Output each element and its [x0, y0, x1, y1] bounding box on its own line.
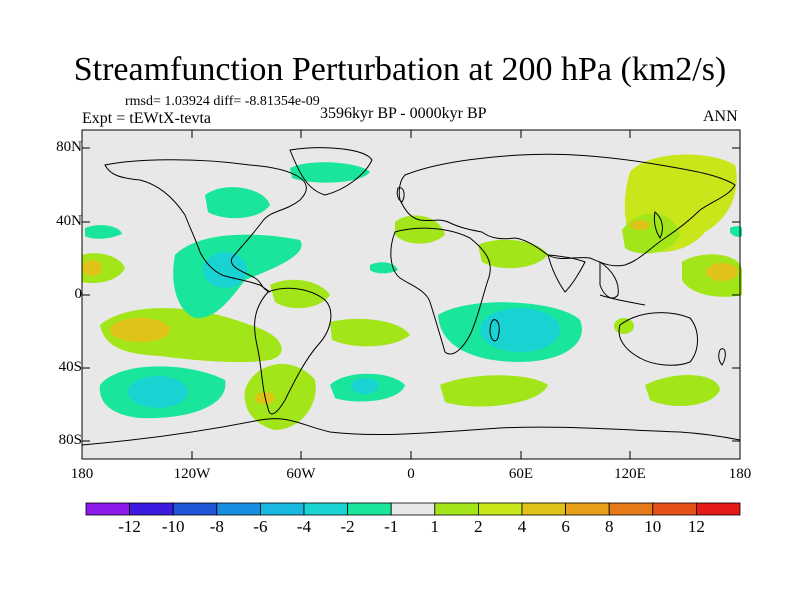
field-atlantic-pos [270, 279, 330, 309]
colorbar-box [608, 502, 654, 516]
field-s-pacific-neg-core [128, 376, 188, 408]
colorbar-box [521, 502, 566, 516]
field-caribbean-core [203, 252, 247, 288]
y-label-eq: 0 [74, 286, 83, 302]
coast-south-america [254, 287, 332, 415]
period-label: 3596kyr BP - 0000kyr BP [320, 105, 487, 122]
contour-fields [82, 154, 742, 430]
colorbar-label: 10 [644, 517, 662, 536]
colorbar-label: -12 [118, 517, 141, 536]
y-label-80s: 80S [58, 432, 82, 448]
colorbar-box [259, 502, 305, 516]
colorbar-label: 1 [430, 517, 440, 536]
experiment-label: Expt = tEWtX-tevta [82, 110, 211, 127]
coast-japan [653, 211, 663, 239]
x-label-120w: 120W [173, 466, 211, 482]
y-ticks [82, 147, 740, 442]
field-africa-n-pos [395, 215, 445, 244]
field-indian-s-pos [440, 375, 548, 407]
y-label-80n: 80N [56, 139, 82, 155]
coast-australia [618, 312, 698, 366]
stats-text: rmsd= 1.03924 diff= -8.81354e-09 [125, 94, 320, 109]
colorbar-box [85, 502, 130, 516]
colorbar-label: 12 [687, 517, 705, 536]
field-dateline-core [82, 260, 102, 276]
colorbar-label: 6 [561, 517, 570, 536]
coastlines [81, 147, 741, 446]
colorbar-box [216, 502, 261, 516]
colorbar [85, 502, 741, 516]
colorbar-box [696, 502, 741, 516]
x-label-180e: 180 [728, 466, 752, 482]
field-mediterranean-neg [370, 262, 398, 274]
season-label: ANN [703, 108, 738, 125]
field-arabia-pos [478, 239, 548, 269]
field-n-atlantic-neg [205, 187, 270, 219]
field-australia-pos [645, 374, 720, 406]
coast-se-asia [599, 261, 619, 299]
colorbar-label: -4 [296, 517, 312, 536]
x-label-60e: 60E [508, 466, 534, 482]
coast-africa [390, 227, 491, 355]
x-label-120e: 120E [614, 466, 646, 482]
map-title: Streamfunction Perturbation at 200 hPa (… [73, 51, 727, 88]
x-ticks [191, 130, 631, 459]
colorbar-box [129, 502, 174, 516]
coast-uk [396, 187, 405, 203]
field-e-pacific-neg [85, 225, 122, 239]
field-indian-neg-core [480, 308, 560, 352]
coast-madagascar [489, 319, 500, 342]
colorbar-label: -1 [384, 517, 399, 536]
colorbar-label: 4 [517, 517, 527, 536]
colorbar-label: -6 [253, 517, 268, 536]
x-label-0: 0 [407, 466, 415, 482]
colorbar-box [390, 502, 436, 516]
y-label-40n: 40N [56, 213, 82, 229]
x-label-180w: 180 [70, 466, 94, 482]
coast-north-america [104, 159, 307, 293]
field-w-pacific-core [706, 263, 738, 281]
x-label-60w: 60W [286, 466, 316, 482]
colorbar-box [477, 502, 523, 516]
coast-india [547, 254, 586, 293]
colorbar-box [434, 502, 479, 516]
colorbar-box [347, 502, 392, 516]
field-arctic-neg [290, 162, 370, 183]
field-japan-orange [630, 220, 650, 230]
coast-nz [718, 348, 726, 366]
colorbar-label: -2 [340, 517, 355, 536]
field-s-atlantic-pos [330, 318, 410, 347]
colorbar-box [652, 502, 697, 516]
field-australia-small [614, 318, 634, 334]
colorbar-box [303, 502, 348, 516]
coast-indonesia [599, 294, 646, 306]
colorbar-box [172, 502, 218, 516]
colorbar-label: 2 [474, 517, 483, 536]
field-dateline-neg [730, 226, 742, 237]
colorbar-box [565, 502, 610, 516]
colorbar-label: 8 [604, 517, 614, 536]
field-s-atlantic-neg-core [351, 378, 379, 394]
coast-antarctica [81, 418, 741, 446]
field-s-pacific-core [110, 318, 170, 342]
coast-greenland [289, 147, 373, 196]
colorbar-label: -10 [161, 517, 185, 536]
colorbar-label: -8 [209, 517, 224, 536]
y-label-40s: 40S [58, 359, 82, 375]
